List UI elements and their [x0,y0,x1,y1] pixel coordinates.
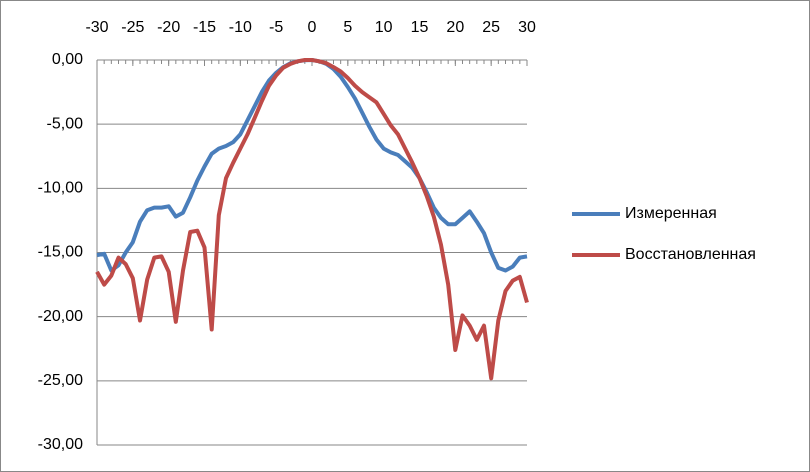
x-tick-label: 15 [411,19,429,36]
legend-label: Измеренная [625,205,717,222]
y-tick-label: -15,00 [38,244,83,261]
x-tick-label: -25 [121,19,144,36]
y-tick-label: -30,00 [38,436,83,453]
y-tick-label: -20,00 [38,308,83,325]
legend-label: Восстановленная [625,246,756,263]
x-tick-label: -15 [193,19,216,36]
x-tick-label: -5 [269,19,283,36]
x-tick-label: -30 [85,19,108,36]
x-tick-label: 30 [518,19,536,36]
x-tick-label: 20 [446,19,464,36]
x-tick-label: -10 [229,19,252,36]
y-tick-label: -25,00 [38,372,83,389]
x-tick-label: -20 [157,19,180,36]
x-tick-label: 0 [308,19,317,36]
x-tick-label: 10 [375,19,393,36]
y-tick-label: -5,00 [47,115,84,132]
x-tick-label: 5 [343,19,352,36]
y-tick-label: 0,00 [52,51,83,68]
y-tick-label: -10,00 [38,180,83,197]
series-line [95,58,529,381]
x-tick-label: 25 [482,19,500,36]
